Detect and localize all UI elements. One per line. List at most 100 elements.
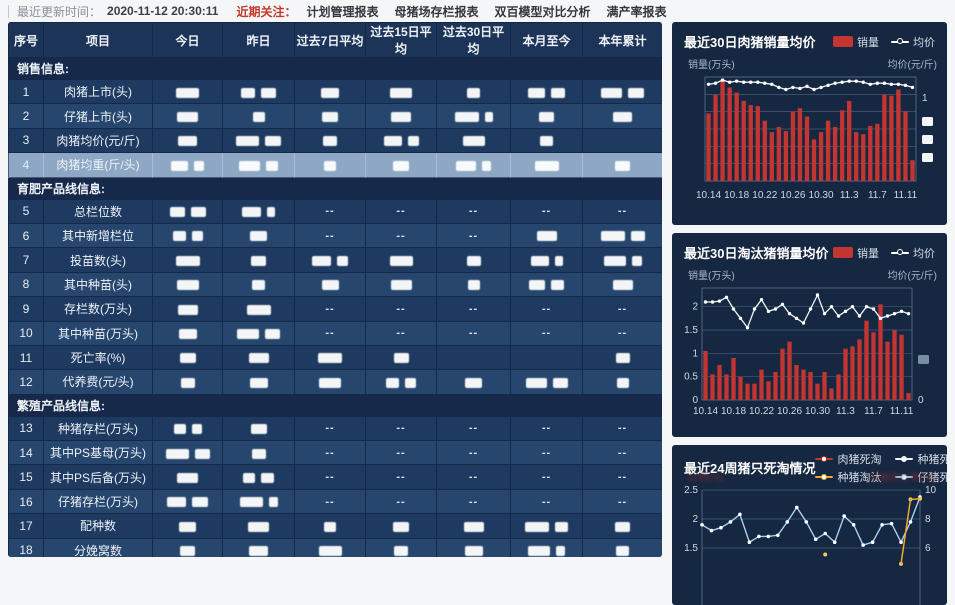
redacted-value bbox=[321, 280, 339, 291]
svg-text:10.14: 10.14 bbox=[696, 190, 721, 201]
table-row[interactable]: 14 其中PS基母(万头) -- -- -- -- -- bbox=[8, 440, 662, 466]
value-cell bbox=[222, 103, 295, 129]
legend-item[interactable]: 销量 bbox=[833, 245, 879, 261]
redacted-value bbox=[321, 87, 339, 98]
value-cell: -- bbox=[365, 488, 437, 515]
value-cell bbox=[436, 513, 511, 539]
redacted-value bbox=[167, 497, 186, 508]
svg-text:1.5: 1.5 bbox=[684, 543, 698, 554]
value-cell bbox=[152, 127, 223, 154]
value-cell bbox=[152, 344, 223, 371]
redacted-value bbox=[242, 207, 261, 218]
redacted-value bbox=[540, 136, 553, 147]
table-row[interactable]: 1 肉猪上市(头) bbox=[8, 78, 662, 105]
cull-sales-chart-svg: 10.14 10.18 10.22 10.26 10.30 11.3 11.7 11.11 0 0… bbox=[684, 287, 929, 417]
table-row[interactable]: 5 总栏位数 -- -- -- -- -- bbox=[8, 198, 662, 224]
table-row[interactable]: 13 种猪存栏(万头) -- -- -- -- -- bbox=[8, 415, 662, 442]
svg-text:8: 8 bbox=[925, 514, 931, 525]
legend-item[interactable]: 均价 bbox=[891, 245, 935, 261]
item-name: 肉猪均重(斤/头) bbox=[43, 152, 153, 178]
redacted-value bbox=[456, 160, 476, 171]
redacted-value bbox=[265, 136, 281, 147]
redacted-value bbox=[407, 136, 419, 147]
table-row[interactable]: 12 代养费(元/头) bbox=[8, 369, 662, 395]
redacted-value bbox=[530, 255, 549, 266]
table-row[interactable]: 16 仔猪存栏(万头) -- -- -- -- -- bbox=[8, 488, 662, 515]
redacted-value bbox=[615, 521, 630, 532]
value-cell bbox=[222, 296, 295, 322]
value-cell bbox=[222, 320, 295, 346]
svg-text:1: 1 bbox=[692, 348, 698, 359]
value-cell bbox=[436, 103, 511, 129]
value-cell bbox=[222, 152, 295, 178]
table-row[interactable]: 3 肉猪均价(元/斤) bbox=[8, 127, 662, 154]
redacted-value bbox=[251, 255, 266, 266]
redacted-value bbox=[177, 111, 198, 122]
value-cell bbox=[582, 344, 662, 371]
value-cell bbox=[365, 513, 437, 539]
value-cell bbox=[222, 537, 295, 557]
row-index: 15 bbox=[8, 464, 44, 490]
redacted-value bbox=[528, 546, 550, 557]
row-index: 8 bbox=[8, 271, 44, 298]
redacted-value bbox=[463, 521, 484, 532]
value-cell: -- bbox=[510, 440, 583, 466]
table-row[interactable]: 6 其中新增栏位 -- -- -- bbox=[8, 222, 662, 249]
table-row[interactable]: 15 其中PS后备(万头) -- -- -- -- -- bbox=[8, 464, 662, 490]
pork-sales-left-axis-label: 销量(万头) bbox=[688, 60, 735, 71]
value-cell: -- bbox=[294, 440, 366, 466]
table-row[interactable]: 17 配种数 bbox=[8, 513, 662, 539]
redacted-value bbox=[178, 329, 197, 340]
value-cell bbox=[436, 271, 511, 298]
legend-item[interactable]: 仔猪死亡 bbox=[895, 469, 947, 485]
cull-sales-left-axis-label: 销量(万头) bbox=[688, 271, 735, 282]
value-cell bbox=[222, 513, 295, 539]
value-cell bbox=[152, 415, 223, 442]
redacted-value bbox=[175, 255, 200, 266]
redacted-value bbox=[525, 377, 547, 388]
legend-item[interactable]: 种猪死亡 bbox=[895, 451, 947, 467]
value-cell bbox=[582, 271, 662, 298]
redacted-value bbox=[248, 521, 269, 532]
redacted-value bbox=[265, 329, 280, 340]
value-cell: -- bbox=[582, 464, 662, 490]
legend-item[interactable]: 种猪淘汰 bbox=[815, 469, 881, 485]
column-header: 序号 bbox=[8, 22, 44, 58]
table-row[interactable]: 18 分娩窝数 bbox=[8, 537, 662, 557]
topbar-link[interactable]: 母猪场存栏报表 bbox=[394, 4, 479, 19]
value-cell: -- bbox=[582, 415, 662, 442]
svg-text:10.30: 10.30 bbox=[809, 190, 834, 201]
pork-sales-right-axis-label: 均价(元/斤) bbox=[887, 60, 937, 71]
redacted-value bbox=[268, 497, 278, 508]
value-cell: -- bbox=[365, 464, 437, 490]
row-index: 4 bbox=[8, 152, 44, 178]
value-cell bbox=[436, 344, 511, 371]
redacted-value bbox=[318, 353, 342, 364]
table-row[interactable]: 10 其中种苗(万头) -- -- -- -- -- bbox=[8, 320, 662, 346]
legend-item[interactable]: 均价 bbox=[891, 34, 935, 50]
topbar-link[interactable]: 计划管理报表 bbox=[306, 4, 379, 19]
legend-item[interactable]: 销量 bbox=[833, 34, 879, 50]
redacted-value bbox=[173, 424, 186, 435]
topbar-link[interactable]: 双百模型对比分析 bbox=[494, 4, 591, 19]
legend-item[interactable]: 肉猪死淘 bbox=[815, 451, 881, 467]
value-cell bbox=[582, 247, 662, 273]
value-cell bbox=[152, 271, 223, 298]
topbar-link[interactable]: 满产率报表 bbox=[606, 4, 667, 19]
table-row[interactable]: 8 其中种苗(头) bbox=[8, 271, 662, 298]
value-cell bbox=[582, 127, 662, 154]
redacted-value bbox=[267, 207, 275, 218]
item-name: 总栏位数 bbox=[43, 198, 153, 224]
redacted-value bbox=[601, 87, 622, 98]
table-row[interactable]: 7 投苗数(头) bbox=[8, 247, 662, 273]
redacted-value bbox=[318, 546, 342, 557]
table-row[interactable]: 9 存栏数(万头) -- -- -- -- -- bbox=[8, 296, 662, 322]
value-cell bbox=[152, 152, 223, 178]
table-row[interactable]: 4 肉猪均重(斤/头) bbox=[8, 152, 662, 178]
table-row[interactable]: 11 死亡率(%) bbox=[8, 344, 662, 371]
svg-text:2.5: 2.5 bbox=[684, 485, 698, 496]
table-row[interactable]: 2 仔猪上市(头) bbox=[8, 103, 662, 129]
value-cell bbox=[510, 78, 583, 105]
redacted-value bbox=[191, 424, 202, 435]
item-name: 肉猪均价(元/斤) bbox=[43, 127, 153, 154]
